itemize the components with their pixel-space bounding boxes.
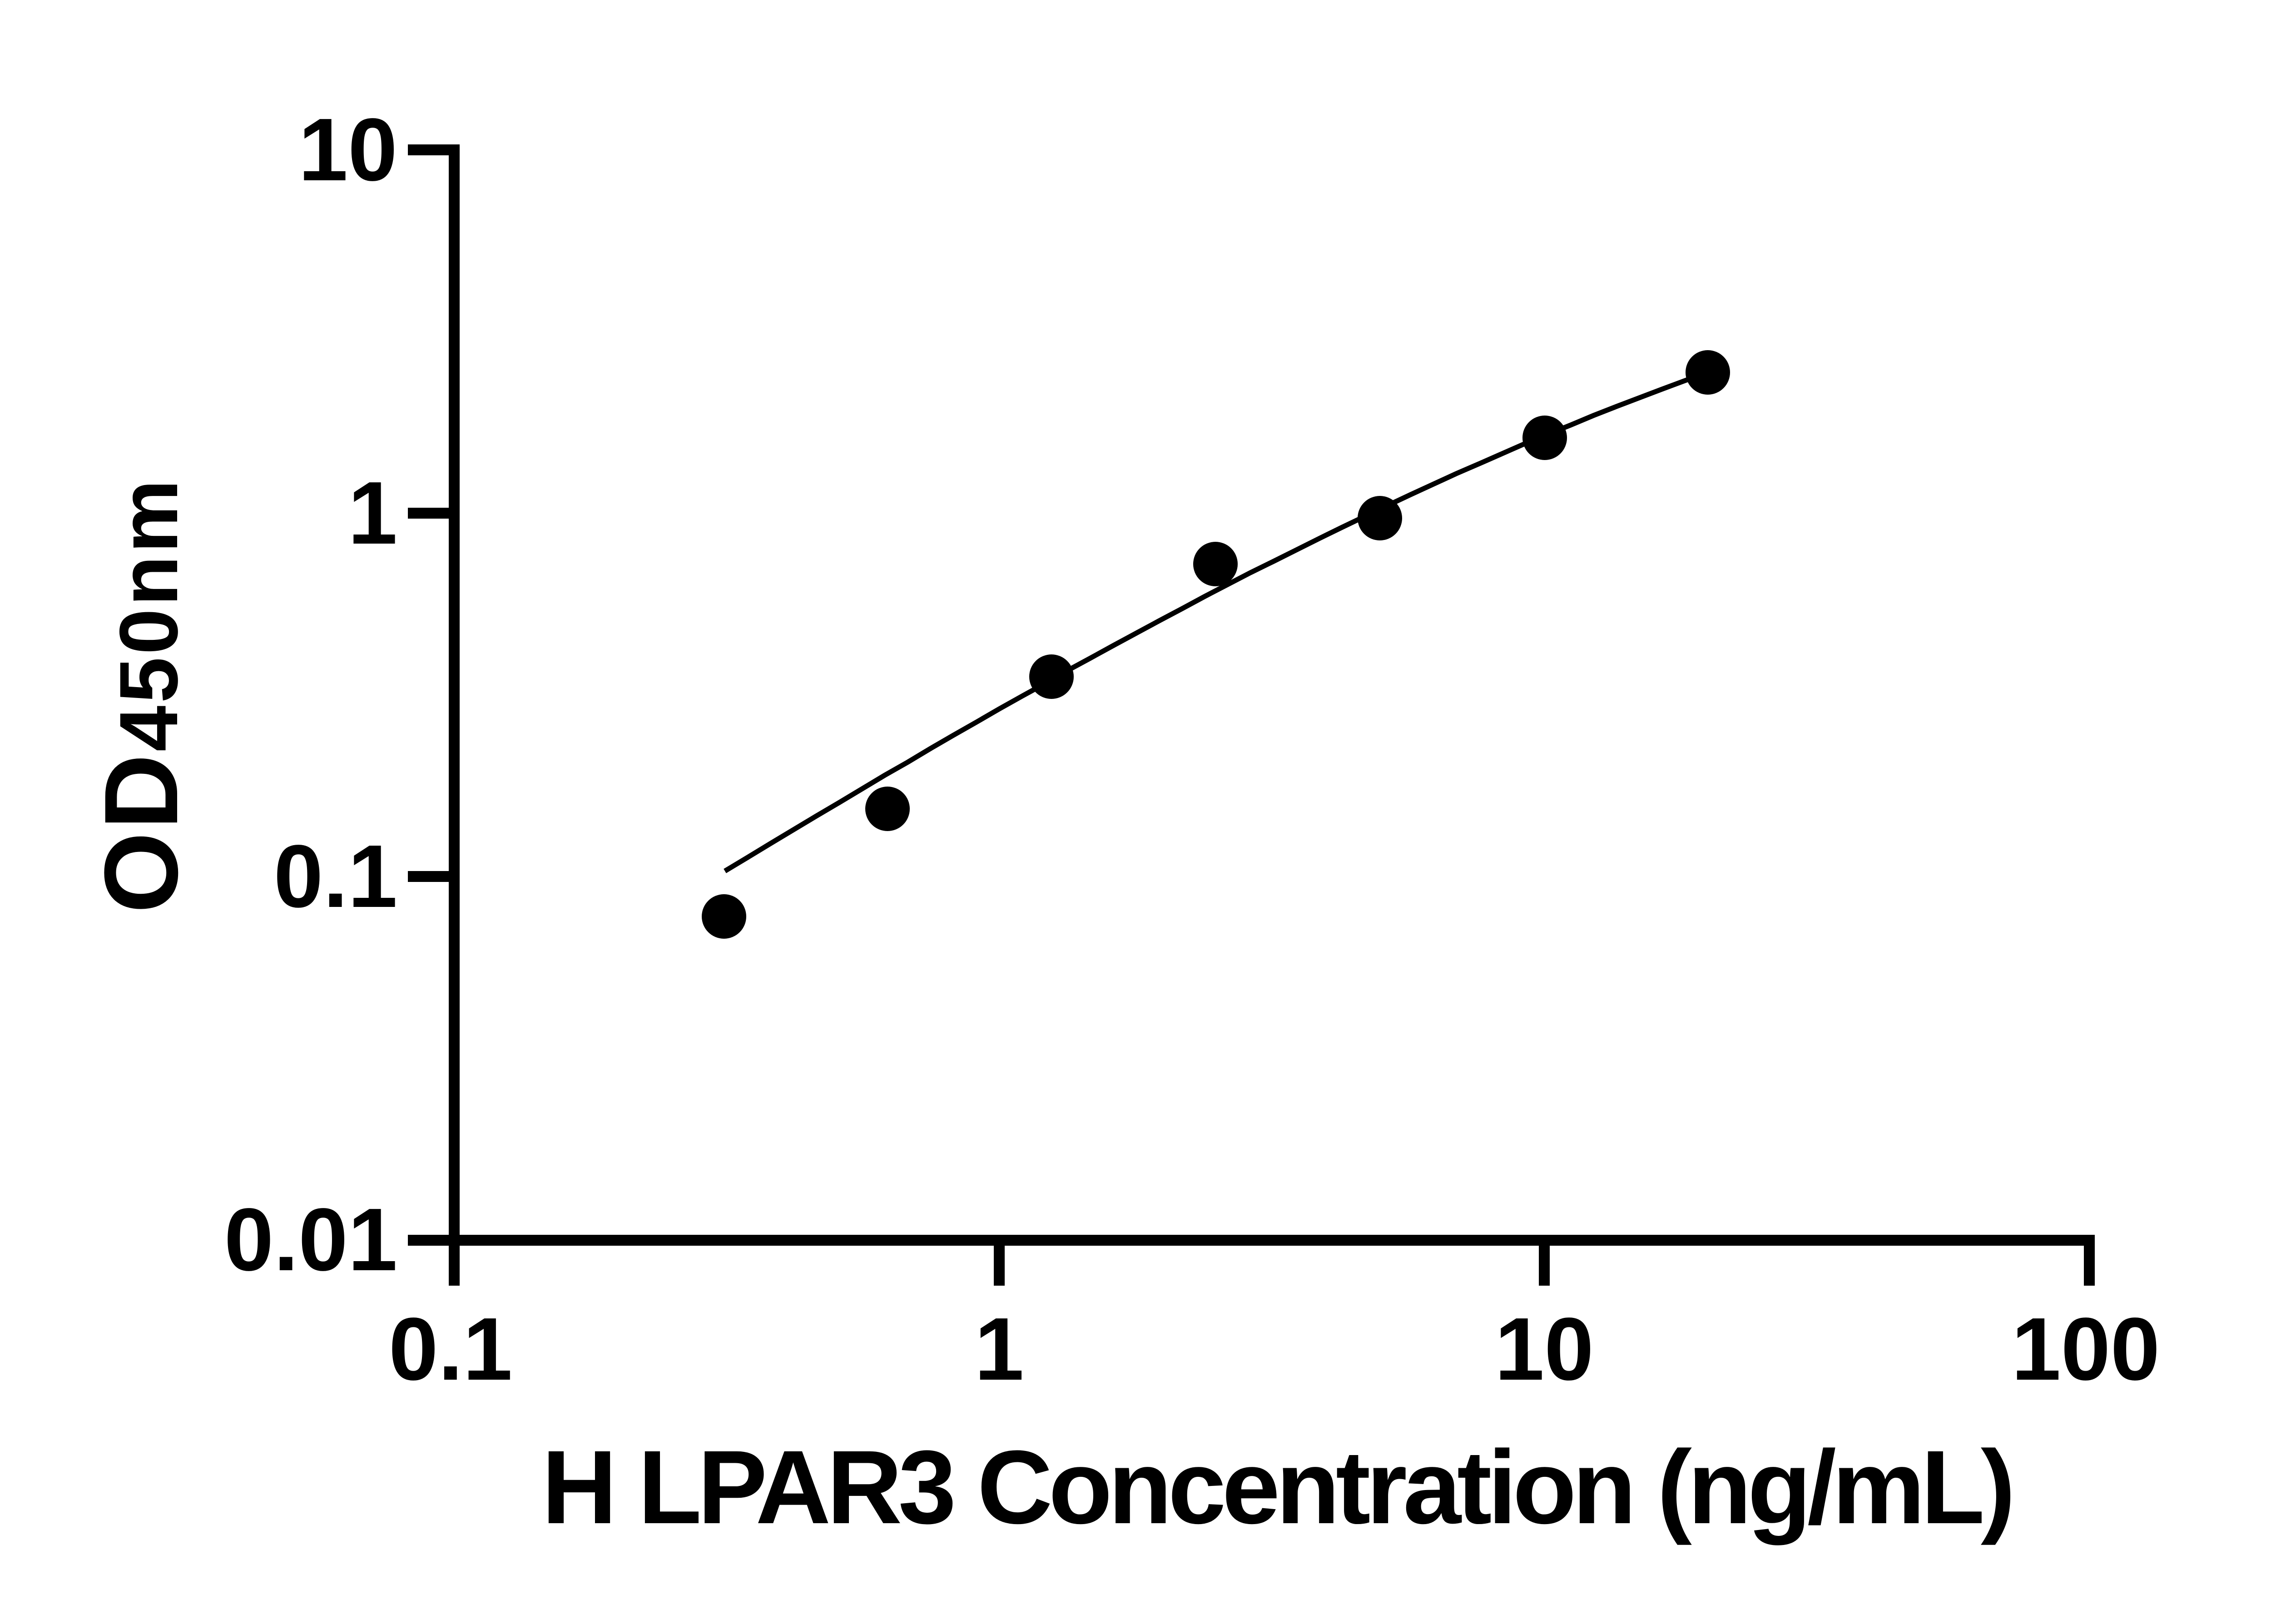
- svg-text:OD450nm: OD450nm: [83, 480, 199, 913]
- svg-text:0.1: 0.1: [389, 1299, 512, 1399]
- svg-text:1: 1: [974, 1299, 1024, 1399]
- svg-text:1: 1: [348, 463, 397, 563]
- svg-text:10: 10: [1495, 1299, 1594, 1399]
- svg-text:0.01: 0.01: [224, 1190, 397, 1289]
- svg-text:10: 10: [298, 100, 397, 199]
- svg-text:0.1: 0.1: [274, 827, 397, 926]
- svg-text:100: 100: [2011, 1299, 2160, 1399]
- svg-text:H LPAR3 Concentration (ng/mL): H LPAR3 Concentration (ng/mL): [542, 1429, 2016, 1545]
